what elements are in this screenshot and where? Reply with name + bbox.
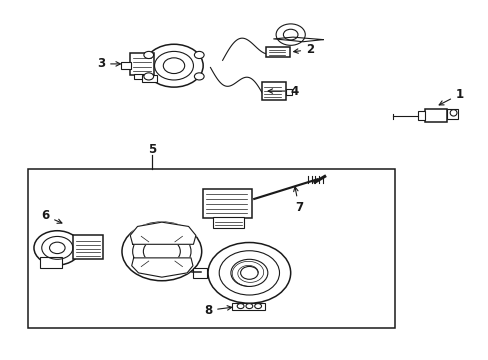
Text: 3: 3 — [97, 57, 120, 71]
Polygon shape — [131, 258, 193, 277]
Circle shape — [194, 51, 203, 59]
Circle shape — [34, 231, 81, 265]
Bar — [193, 267, 206, 278]
Bar — [232, 302, 265, 310]
Bar — [447, 109, 457, 118]
Bar — [417, 111, 425, 120]
Bar — [134, 74, 143, 79]
Bar — [424, 109, 447, 122]
Bar — [142, 75, 157, 82]
Bar — [285, 89, 291, 95]
Bar — [121, 62, 131, 69]
Circle shape — [254, 303, 261, 309]
Text: 6: 6 — [41, 209, 62, 223]
Bar — [266, 47, 289, 58]
Circle shape — [122, 222, 201, 281]
Circle shape — [237, 303, 244, 309]
Bar — [73, 235, 102, 259]
Bar — [28, 169, 394, 328]
Text: 4: 4 — [267, 85, 298, 98]
Circle shape — [194, 73, 203, 80]
Circle shape — [143, 51, 153, 59]
Bar — [203, 189, 251, 217]
Bar — [40, 257, 62, 267]
Polygon shape — [273, 37, 323, 42]
Text: 2: 2 — [293, 43, 314, 56]
Text: 8: 8 — [203, 304, 231, 317]
Text: 5: 5 — [148, 143, 156, 156]
Circle shape — [245, 303, 252, 309]
Circle shape — [143, 73, 153, 80]
Bar — [261, 82, 285, 100]
Polygon shape — [130, 222, 196, 244]
Circle shape — [276, 24, 305, 45]
Circle shape — [207, 243, 290, 303]
Bar — [130, 53, 153, 75]
Bar — [212, 217, 244, 228]
Text: 1: 1 — [438, 88, 463, 105]
Text: 7: 7 — [293, 187, 303, 215]
